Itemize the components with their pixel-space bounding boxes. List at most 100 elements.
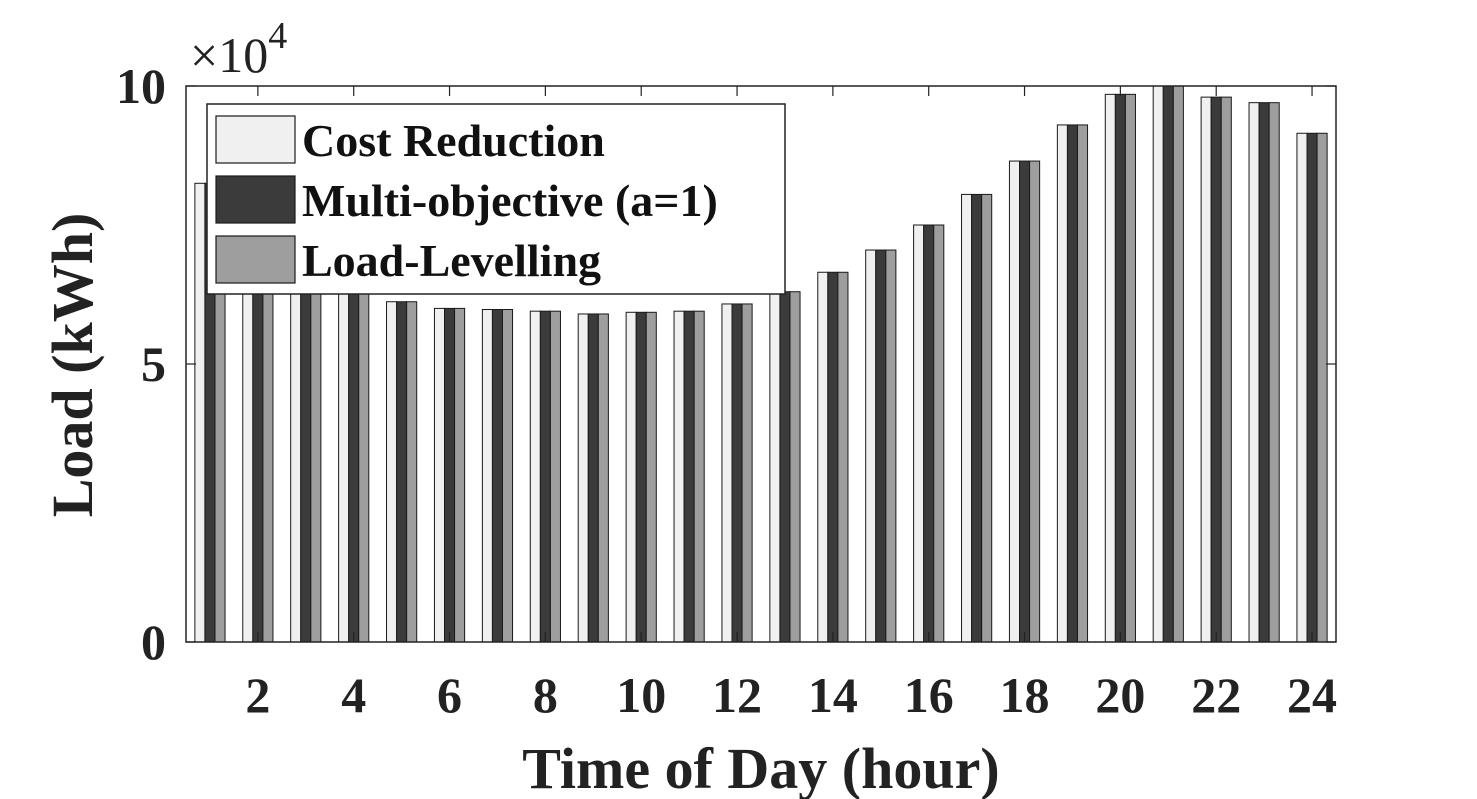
bar-3-hour-22 xyxy=(1220,96,1232,643)
legend-label-1: Cost Reduction xyxy=(302,115,605,166)
axis-ticks-group xyxy=(186,85,1336,643)
bar-1-hour-16 xyxy=(913,224,925,643)
y-exponent-power: 4 xyxy=(268,15,287,57)
bar-3-hour-11 xyxy=(693,310,705,643)
bar-2-hour-14 xyxy=(827,271,839,643)
bar-2-hour-5 xyxy=(396,301,408,643)
bar-2-hour-3 xyxy=(300,288,312,643)
bar-2-hour-15 xyxy=(875,249,887,643)
bar-3-hour-10 xyxy=(645,311,657,643)
bar-2-hour-2 xyxy=(252,282,264,643)
x-tick-labels: 2 4 6 8 10 12 14 16 18 20 22 24 xyxy=(245,667,1337,723)
y-tick-label-0: 0 xyxy=(141,614,166,670)
bar-3-hour-5 xyxy=(406,301,418,643)
bar-2-hour-20 xyxy=(1114,93,1126,643)
bar-3-hour-15 xyxy=(885,249,897,643)
bar-3-hour-23 xyxy=(1268,102,1280,643)
bar-1-hour-5 xyxy=(386,301,398,643)
bar-1-hour-19 xyxy=(1056,124,1068,643)
legend-swatch-2 xyxy=(215,175,296,224)
bar-1-hour-14 xyxy=(817,271,829,643)
y-axis-title: Load (kWh) xyxy=(40,213,105,518)
x-tick-label-24: 24 xyxy=(1287,667,1337,723)
bar-3-hour-4 xyxy=(358,288,370,643)
bar-3-hour-18 xyxy=(1029,160,1041,643)
x-tick-label-14: 14 xyxy=(808,667,858,723)
bar-1-hour-21 xyxy=(1152,85,1164,643)
x-axis-title: Time of Day (hour) xyxy=(522,736,999,799)
legend-swatch-3 xyxy=(215,235,296,284)
legend-label-2: Multi-objective (a=1) xyxy=(302,175,718,226)
bar-1-hour-20 xyxy=(1104,93,1116,643)
legend-swatch-1 xyxy=(215,115,296,164)
bar-1-hour-9 xyxy=(577,313,589,643)
bar-3-hour-19 xyxy=(1076,124,1089,643)
bar-1-hour-24 xyxy=(1296,132,1308,643)
x-tick-label-12: 12 xyxy=(712,667,762,723)
bar-1-hour-12 xyxy=(721,303,733,643)
bar-2-hour-17 xyxy=(971,193,983,643)
bar-3-hour-24 xyxy=(1316,132,1328,643)
y-exponent-label: ×104 xyxy=(190,15,287,83)
bar-3-hour-8 xyxy=(549,310,561,643)
bar-3-hour-21 xyxy=(1172,85,1184,643)
bar-2-hour-23 xyxy=(1258,102,1270,643)
bar-1-hour-7 xyxy=(481,309,493,643)
bar-2-hour-6 xyxy=(444,307,456,643)
bar-1-hour-8 xyxy=(529,310,541,643)
bars-group xyxy=(194,85,1328,643)
bar-2-hour-19 xyxy=(1066,124,1078,643)
bar-2-hour-21 xyxy=(1162,85,1174,643)
bar-1-hour-4 xyxy=(338,288,350,643)
bar-3-hour-9 xyxy=(597,313,609,643)
bar-3-hour-17 xyxy=(981,193,993,643)
bar-1-hour-6 xyxy=(433,307,446,643)
x-tick-label-4: 4 xyxy=(341,667,366,723)
bar-1-hour-11 xyxy=(673,310,685,643)
x-tick-label-2: 2 xyxy=(245,667,270,723)
bar-2-hour-12 xyxy=(731,303,743,643)
x-tick-label-6: 6 xyxy=(437,667,462,723)
bar-2-hour-24 xyxy=(1306,132,1318,643)
x-tick-label-8: 8 xyxy=(533,667,558,723)
bar-3-hour-16 xyxy=(933,224,945,643)
bar-3-hour-20 xyxy=(1124,93,1136,643)
bar-2-hour-13 xyxy=(779,291,791,643)
bar-1-hour-13 xyxy=(769,291,781,643)
bar-2-hour-8 xyxy=(539,310,551,643)
bar-2-hour-7 xyxy=(491,309,503,643)
x-tick-label-20: 20 xyxy=(1095,667,1145,723)
bar-1-hour-17 xyxy=(961,193,973,643)
bar-1-hour-10 xyxy=(625,311,637,643)
bar-2-hour-9 xyxy=(587,313,599,643)
bar-3-hour-7 xyxy=(501,309,514,643)
y-tick-label-5: 5 xyxy=(141,336,166,392)
bar-1-hour-3 xyxy=(290,288,302,643)
x-tick-label-22: 22 xyxy=(1191,667,1241,723)
bar-1-hour-15 xyxy=(865,249,877,643)
bar-3-hour-13 xyxy=(789,291,801,643)
legend-box xyxy=(206,103,786,295)
x-tick-label-10: 10 xyxy=(616,667,666,723)
bar-3-hour-14 xyxy=(837,271,849,643)
x-tick-label-16: 16 xyxy=(904,667,954,723)
bar-1-hour-18 xyxy=(1008,160,1021,643)
bar-3-hour-3 xyxy=(310,288,322,643)
bar-2-hour-16 xyxy=(923,224,935,643)
bar-2-hour-10 xyxy=(635,311,647,643)
x-tick-label-18: 18 xyxy=(1000,667,1050,723)
bar-1-hour-23 xyxy=(1248,102,1260,643)
legend-label-3: Load-Levelling xyxy=(302,235,601,286)
bar-1-hour-2 xyxy=(242,282,254,643)
bar-2-hour-18 xyxy=(1019,160,1031,643)
bar-3-hour-6 xyxy=(454,307,466,643)
bar-1-hour-1 xyxy=(194,182,206,643)
legend: Cost Reduction Multi-objective (a=1) Load-… xyxy=(206,103,786,295)
y-exponent-base: ×10 xyxy=(190,27,268,83)
bar-2-hour-4 xyxy=(348,288,360,643)
bar-2-hour-11 xyxy=(683,310,695,643)
bar-2-hour-22 xyxy=(1210,96,1222,643)
bar-3-hour-12 xyxy=(741,303,753,643)
y-tick-label-10: 10 xyxy=(116,58,166,114)
